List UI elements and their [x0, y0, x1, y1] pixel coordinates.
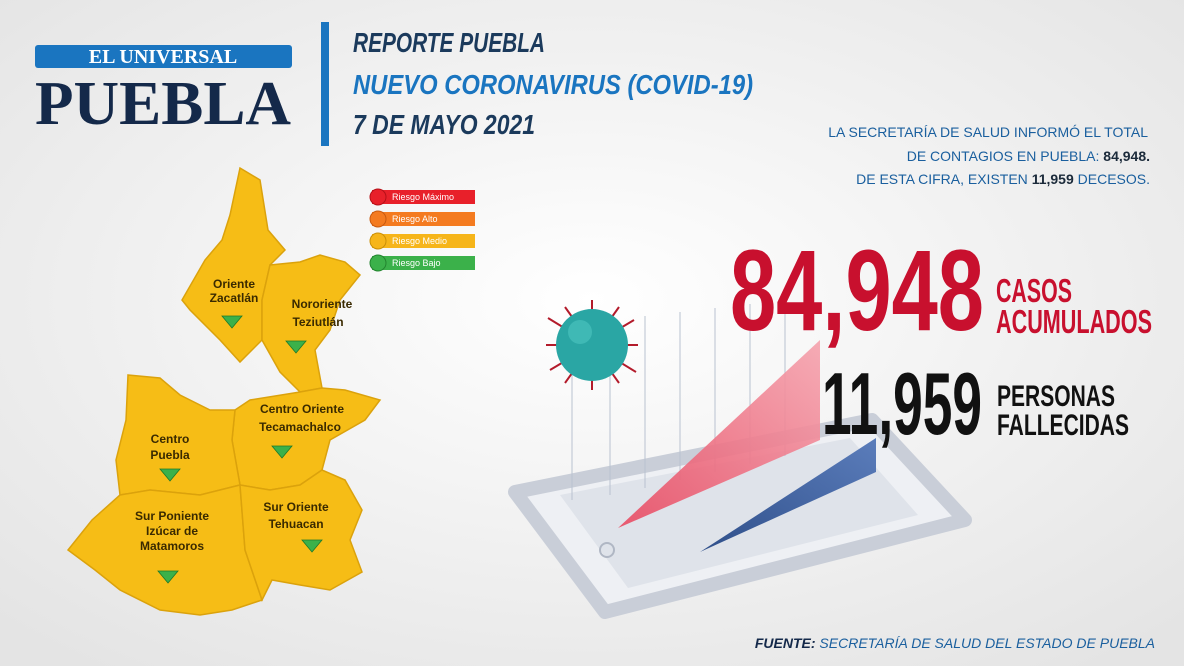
legend-swatch [372, 212, 475, 226]
legend-dot [369, 232, 387, 250]
region-name: Sur Poniente [135, 509, 209, 523]
legend-label: Riesgo Bajo [392, 258, 441, 268]
stat-value: 11,959 [822, 354, 982, 453]
region-label: Centro Oriente Tecamachalco [259, 402, 344, 434]
source-label: FUENTE: [755, 635, 816, 651]
region-name: Nororiente [292, 297, 353, 311]
legend-dot [369, 254, 387, 272]
region-label: Nororiente Teziutlán [292, 297, 353, 329]
legend-label: Riesgo Máximo [392, 192, 454, 202]
tablet-button [599, 542, 615, 558]
legend-swatch [372, 234, 475, 248]
virus [546, 300, 638, 390]
region-name: Zacatlán [210, 291, 259, 305]
title: REPORTE PUEBLA [353, 27, 545, 58]
source: FUENTE: SECRETARÍA DE SALUD DEL ESTADO D… [755, 635, 1155, 651]
stat-label: FALLECIDAS [997, 409, 1129, 442]
region-shape [261, 254, 362, 393]
risk-marker [285, 340, 307, 354]
summary-text: DE CONTAGIOS EN PUEBLA: [907, 148, 1100, 164]
region-name: Sur Oriente [263, 500, 329, 514]
region-label: Oriente Zacatlán [210, 277, 259, 305]
region-name: Centro [151, 432, 190, 446]
summary-text: DECESOS. [1078, 171, 1150, 187]
legend-swatch [372, 256, 475, 270]
legend-dot [369, 210, 387, 228]
region-label: Sur Oriente Tehuacan [263, 500, 329, 531]
risk-marker [157, 570, 179, 584]
region-name: Izúcar de [146, 524, 198, 538]
deaths-shape [700, 438, 876, 552]
region-name: Oriente [213, 277, 255, 291]
legend-swatch [372, 190, 475, 204]
region-name: Teziutlán [292, 315, 343, 329]
logo-city: PUEBLA [35, 70, 291, 138]
risk-marker [301, 539, 323, 553]
summary-deaths: 11,959 [1032, 171, 1074, 187]
summary-line: LA SECRETARÍA DE SALUD INFORMÓ EL TOTAL [828, 124, 1148, 140]
logo-brand: EL UNIVERSAL [89, 46, 237, 68]
legend: Riesgo Máximo Riesgo Alto Riesgo Medio R… [369, 188, 475, 272]
stat-value: 84,948 [730, 227, 984, 355]
region-name: Matamoros [140, 539, 204, 553]
legend-label: Riesgo Medio [392, 236, 447, 246]
region-shape [181, 166, 287, 364]
summary-text: DE ESTA CIFRA, EXISTEN [856, 171, 1028, 187]
cases-shape [618, 340, 820, 528]
region-shape [66, 484, 263, 616]
legend-dot [369, 188, 387, 206]
logo-bar [35, 45, 292, 68]
region-label: Centro Puebla [150, 432, 190, 462]
region-name: Tecamachalco [259, 420, 341, 434]
region-shape [239, 469, 363, 602]
region-label: Sur Poniente Izúcar de Matamoros [135, 509, 209, 553]
stat-label: PERSONAS [997, 380, 1115, 413]
risk-marker [221, 315, 243, 329]
stat-label: ACUMULADOS [996, 303, 1152, 340]
summary-line: DE CONTAGIOS EN PUEBLA: 84,948. [907, 148, 1150, 164]
stat-label: CASOS [996, 272, 1072, 309]
region-name: Tehuacan [268, 517, 323, 531]
summary-line: DE ESTA CIFRA, EXISTEN 11,959 DECESOS. [856, 171, 1150, 187]
summary-cases: 84,948. [1103, 148, 1150, 164]
divider [321, 22, 329, 146]
source-text: SECRETARÍA DE SALUD DEL ESTADO DE PUEBLA [819, 635, 1155, 651]
risk-marker [271, 445, 293, 459]
legend-label: Riesgo Alto [392, 214, 438, 224]
tablet-illustration [508, 300, 972, 619]
region-name: Centro Oriente [260, 402, 344, 416]
date: 7 DE MAYO 2021 [353, 109, 535, 140]
risk-marker [159, 468, 181, 482]
subtitle: NUEVO CORONAVIRUS (COVID-19) [353, 69, 753, 100]
map: Oriente Zacatlán Nororiente Teziutlán Cent… [66, 166, 382, 616]
region-name: Puebla [150, 448, 190, 462]
risk-markers [157, 315, 323, 584]
